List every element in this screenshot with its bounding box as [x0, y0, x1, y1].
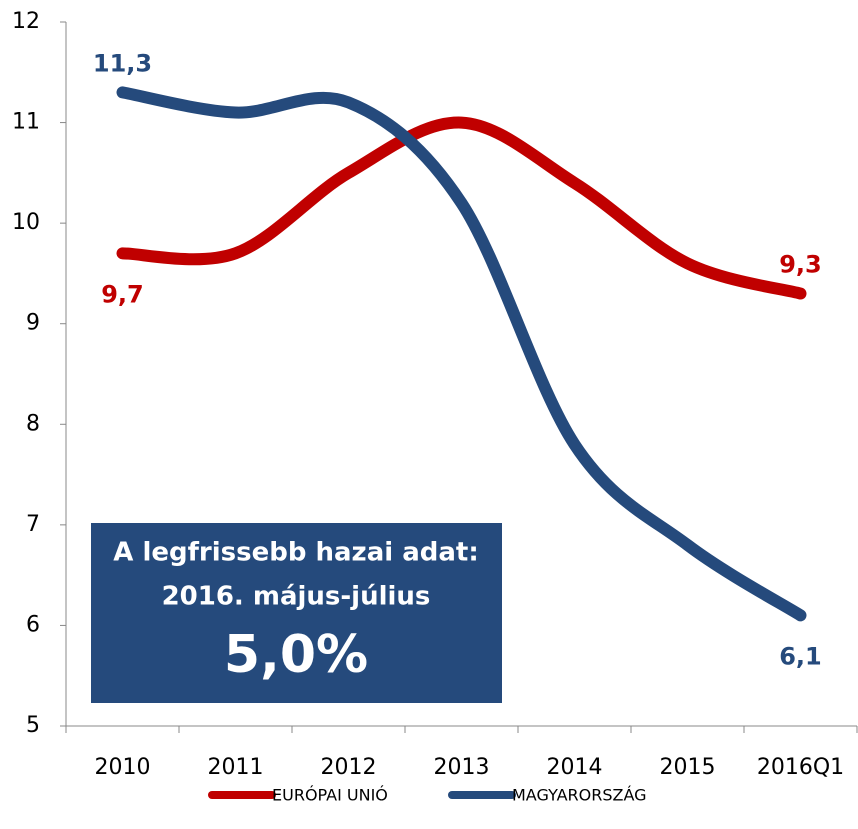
y-tick-label: 7: [26, 512, 40, 537]
x-tick-label: 2012: [321, 755, 377, 780]
y-tick-label: 10: [12, 210, 40, 235]
annotation-text: A legfrissebb hazai adat:: [113, 538, 478, 568]
data-label: 11,3: [93, 49, 152, 77]
x-tick-label: 2015: [660, 755, 716, 780]
data-label: 6,1: [779, 642, 822, 670]
data-label: 9,3: [779, 251, 822, 279]
x-tick-label: 2014: [547, 755, 603, 780]
annotation-box: [91, 523, 502, 703]
x-tick-label: 2011: [208, 755, 264, 780]
annotation-text: 2016. május-július: [162, 582, 431, 612]
legend-label: MAGYARORSZÁG: [512, 786, 647, 805]
x-tick-label: 2016Q1: [757, 755, 844, 780]
y-tick-label: 11: [12, 110, 40, 135]
x-tick-label: 2010: [95, 755, 151, 780]
y-tick-label: 6: [26, 612, 40, 637]
x-tick-label: 2013: [434, 755, 490, 780]
series-line: [116, 86, 807, 622]
annotation-text: 5,0%: [224, 625, 368, 685]
y-tick-label: 12: [12, 9, 40, 34]
series-line: [116, 116, 807, 300]
legend-label: EURÓPAI UNIÓ: [272, 786, 388, 805]
y-tick-label: 8: [26, 411, 40, 436]
y-tick-label: 5: [26, 713, 40, 738]
y-tick-label: 9: [26, 311, 40, 336]
data-label: 9,7: [101, 280, 144, 308]
